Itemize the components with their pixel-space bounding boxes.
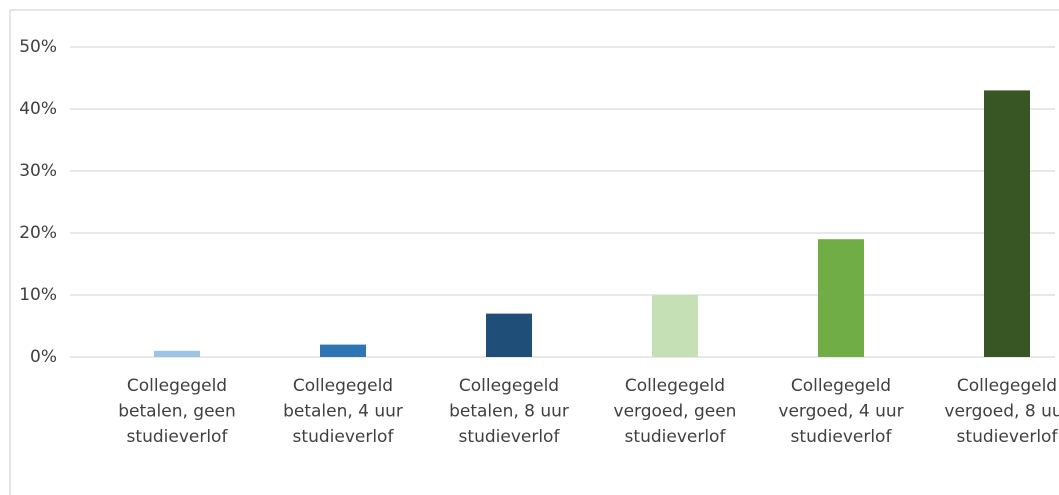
x-tick-label: Collegegeld [957, 376, 1057, 396]
x-tick-label: vergoed, 4 uur [778, 402, 903, 422]
x-tick-label: studieverlof [957, 427, 1059, 447]
bar [652, 295, 698, 357]
x-tick-label: Collegegeld [127, 376, 227, 396]
x-tick-label: Collegegeld [459, 376, 559, 396]
x-tick-label: betalen, geen [118, 402, 236, 422]
y-tick-label: 10% [19, 285, 57, 305]
y-tick-label: 0% [30, 347, 57, 367]
y-tick-label: 50% [19, 37, 57, 57]
x-tick-label: Collegegeld [293, 376, 393, 396]
x-tick-label: studieverlof [791, 427, 893, 447]
bar [818, 239, 864, 357]
y-tick-label: 40% [19, 99, 57, 119]
bar [154, 350, 200, 357]
x-tick-label: vergoed, geen [614, 402, 737, 422]
x-tick-label: vergoed, 8 uur [944, 402, 1059, 422]
x-tick-label: studieverlof [293, 427, 395, 447]
x-tick-label: studieverlof [459, 427, 561, 447]
bar [486, 313, 532, 357]
bar [320, 344, 366, 357]
x-tick-label: betalen, 8 uur [449, 402, 569, 422]
x-tick-label: studieverlof [625, 427, 727, 447]
y-tick-label: 20% [19, 223, 57, 243]
x-tick-label: studieverlof [127, 427, 229, 447]
chart-frame [9, 9, 1059, 495]
bar [984, 90, 1030, 358]
x-tick-label: betalen, 4 uur [283, 402, 403, 422]
y-tick-label: 30% [19, 161, 57, 181]
x-tick-label: Collegegeld [625, 376, 725, 396]
x-tick-label: Collegegeld [791, 376, 891, 396]
